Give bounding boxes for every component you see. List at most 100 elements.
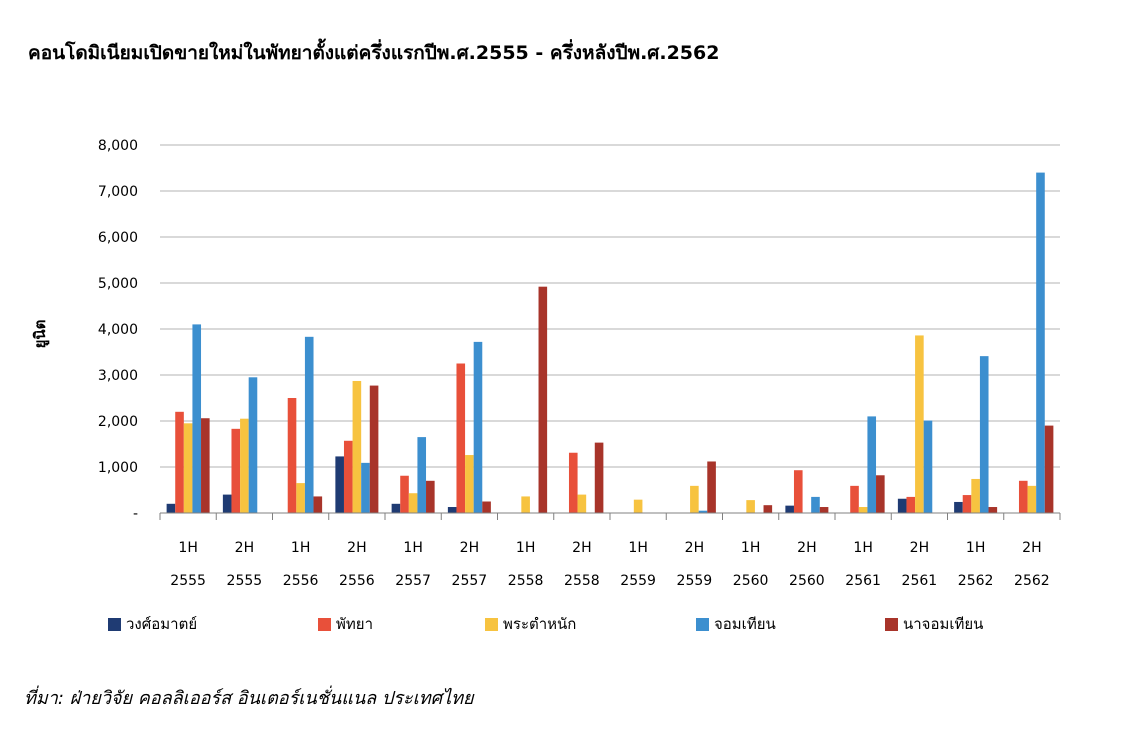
- bar: [707, 461, 716, 513]
- bar: [1044, 425, 1054, 513]
- legend-item: นาจอมเทียน: [885, 612, 983, 636]
- legend-item: พัทยา: [318, 612, 373, 636]
- bar: [1036, 172, 1045, 513]
- source-note: ที่มา: ฝ่ายวิจัย คอลลิเออร์ส อินเตอร์เนช…: [24, 688, 474, 709]
- bar: [594, 442, 604, 513]
- grid-lines: [160, 144, 1060, 468]
- bar: [400, 475, 409, 513]
- bar: [1027, 485, 1037, 513]
- legend: วงศ์อมาตย์ พัทยา พระตำหนัก จอมเทียน นาจอมเที…: [0, 612, 1125, 642]
- x-tick-label-year: 2562: [1014, 573, 1050, 589]
- x-tick-label-half: 1H: [853, 540, 872, 556]
- x-tick-label-half: 1H: [628, 540, 647, 556]
- bar: [183, 423, 193, 513]
- bar: [746, 500, 755, 513]
- bar: [568, 452, 578, 513]
- bar: [971, 478, 980, 513]
- x-tick-label-half: 2H: [572, 540, 591, 556]
- x-tick-label-half: 1H: [291, 540, 310, 556]
- bar: [417, 437, 427, 513]
- y-tick-label: -: [133, 506, 138, 522]
- bar: [577, 494, 587, 513]
- bar: [201, 418, 210, 513]
- legend-label: พระตำหนัก: [503, 615, 577, 633]
- bar: [521, 496, 530, 513]
- bar: [222, 494, 232, 513]
- bar: [897, 498, 907, 513]
- y-tick-label: 1,000: [98, 460, 138, 476]
- legend-label: นาจอมเทียน: [903, 615, 984, 633]
- bar: [335, 456, 344, 513]
- bar: [456, 363, 466, 513]
- bar: [633, 499, 643, 513]
- y-tick-label: 5,000: [98, 276, 138, 292]
- bar: [465, 455, 474, 513]
- bar: [248, 377, 258, 513]
- x-tick-label-half: 1H: [178, 540, 197, 556]
- bar: [819, 507, 829, 513]
- x-tick-label-year: 2561: [902, 573, 938, 589]
- bar: [240, 418, 249, 513]
- bar: [304, 336, 314, 513]
- legend-swatch: [108, 617, 121, 631]
- bar: [408, 493, 418, 513]
- y-tick-label: 7,000: [98, 184, 138, 200]
- x-tick-label-half: 2H: [910, 540, 929, 556]
- bar: [287, 398, 297, 513]
- legend-swatch: [485, 617, 498, 631]
- y-tick-label: 2,000: [98, 414, 138, 430]
- x-tick-label-half: 2H: [235, 540, 254, 556]
- x-tick-label-half: 2H: [460, 540, 479, 556]
- bar: [361, 462, 370, 513]
- axes: [159, 512, 1061, 520]
- bar: [426, 480, 435, 513]
- x-tick-label-half: 1H: [516, 540, 535, 556]
- bar: [850, 485, 859, 513]
- bar: [793, 470, 803, 513]
- bar: [352, 380, 362, 513]
- bar: [811, 496, 820, 513]
- y-tick-label: 6,000: [98, 230, 138, 246]
- bar: [313, 496, 323, 513]
- bar: [447, 507, 457, 513]
- x-tick-label-half: 1H: [966, 540, 985, 556]
- bar: [915, 335, 924, 513]
- x-tick-label-year: 2556: [283, 573, 319, 589]
- y-tick-label: 4,000: [98, 322, 138, 338]
- legend-swatch: [696, 617, 709, 631]
- bar: [690, 485, 699, 513]
- x-tick-label-year: 2562: [958, 573, 994, 589]
- x-tick-label-year: 2560: [733, 573, 769, 589]
- bar: [482, 501, 491, 513]
- x-tick-label-year: 2557: [452, 573, 488, 589]
- bars: [166, 172, 1054, 513]
- x-tick-label-year: 2555: [227, 573, 263, 589]
- bar: [763, 505, 773, 513]
- bar: [369, 385, 379, 513]
- chart-title: คอนโดมิเนียมเปิดขายใหม่ในพัทยาตั้งแต่ครึ…: [28, 42, 720, 64]
- x-tick-label-half: 1H: [741, 540, 760, 556]
- bar: [876, 475, 885, 513]
- x-tick-label-year: 2558: [508, 573, 544, 589]
- bar: [906, 496, 916, 513]
- bar: [296, 483, 305, 513]
- bar: [231, 428, 241, 513]
- x-tick-label-half: 2H: [1022, 540, 1041, 556]
- bar: [962, 495, 972, 513]
- x-tick-label-year: 2559: [620, 573, 656, 589]
- bar: [1018, 480, 1028, 513]
- bar-chart: - 1,000 2,000 3,000 4,000 5,000 6,000 7,000 8,00…: [98, 138, 1061, 589]
- x-tick-label-year: 2558: [564, 573, 600, 589]
- bar: [166, 503, 176, 513]
- bar: [979, 356, 989, 513]
- bar: [858, 507, 868, 513]
- legend-item: จอมเทียน: [696, 612, 776, 636]
- legend-swatch: [318, 617, 331, 631]
- x-tick-label-half: 2H: [685, 540, 704, 556]
- x-tick-label-year: 2559: [677, 573, 713, 589]
- bar: [538, 286, 548, 513]
- legend-swatch: [885, 617, 898, 631]
- bar: [988, 507, 998, 513]
- legend-label: วงศ์อมาตย์: [126, 615, 198, 633]
- tick-labels: - 1,000 2,000 3,000 4,000 5,000 6,000 7,000 8,00…: [98, 138, 1050, 589]
